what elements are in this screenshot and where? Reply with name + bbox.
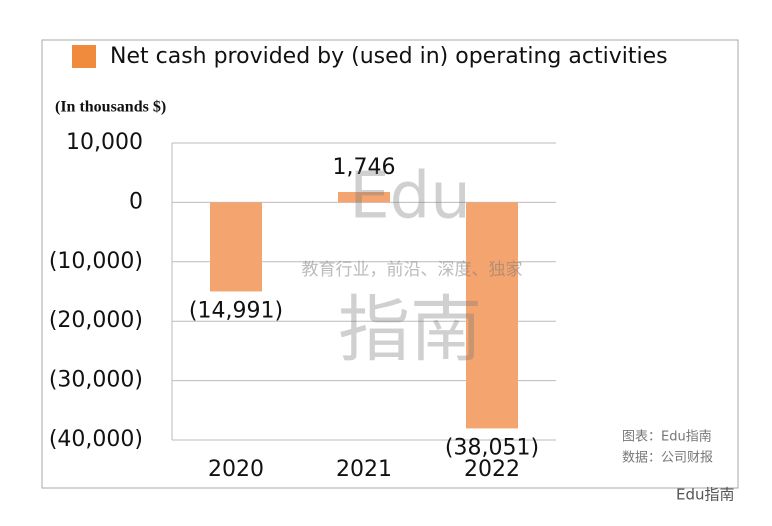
watermark: Edu指南 (676, 486, 735, 504)
y-tick-label: (10,000) (49, 249, 143, 274)
x-tick-label: 2022 (464, 457, 520, 482)
y-tick-label: 0 (129, 189, 143, 214)
legend-swatch (72, 45, 96, 68)
bar (466, 202, 518, 429)
y-tick-label: (30,000) (49, 368, 143, 393)
x-tick-label: 2020 (208, 457, 264, 482)
bar (210, 202, 262, 292)
x-tick-label: 2021 (336, 457, 392, 482)
value-label: (14,991) (189, 298, 283, 323)
y-tick-label: 10,000 (66, 130, 143, 155)
y-tick-label: (20,000) (49, 308, 143, 333)
y-tick-label: (40,000) (49, 427, 143, 452)
chart-frame (41, 39, 739, 489)
watermark: 数据：公司财报 (622, 451, 713, 466)
value-label: 1,746 (333, 155, 396, 180)
watermark: 图表：Edu指南 (622, 429, 712, 445)
unit-note: (In thousands $) (55, 99, 166, 116)
bar (338, 192, 390, 203)
legend-label: Net cash provided by (used in) operating… (110, 44, 668, 69)
watermark: 教育行业，前沿、深度、独家 (302, 260, 523, 280)
watermark: Edu (349, 160, 471, 234)
value-label: (38,051) (445, 435, 539, 460)
watermark: 指南 (338, 288, 482, 372)
